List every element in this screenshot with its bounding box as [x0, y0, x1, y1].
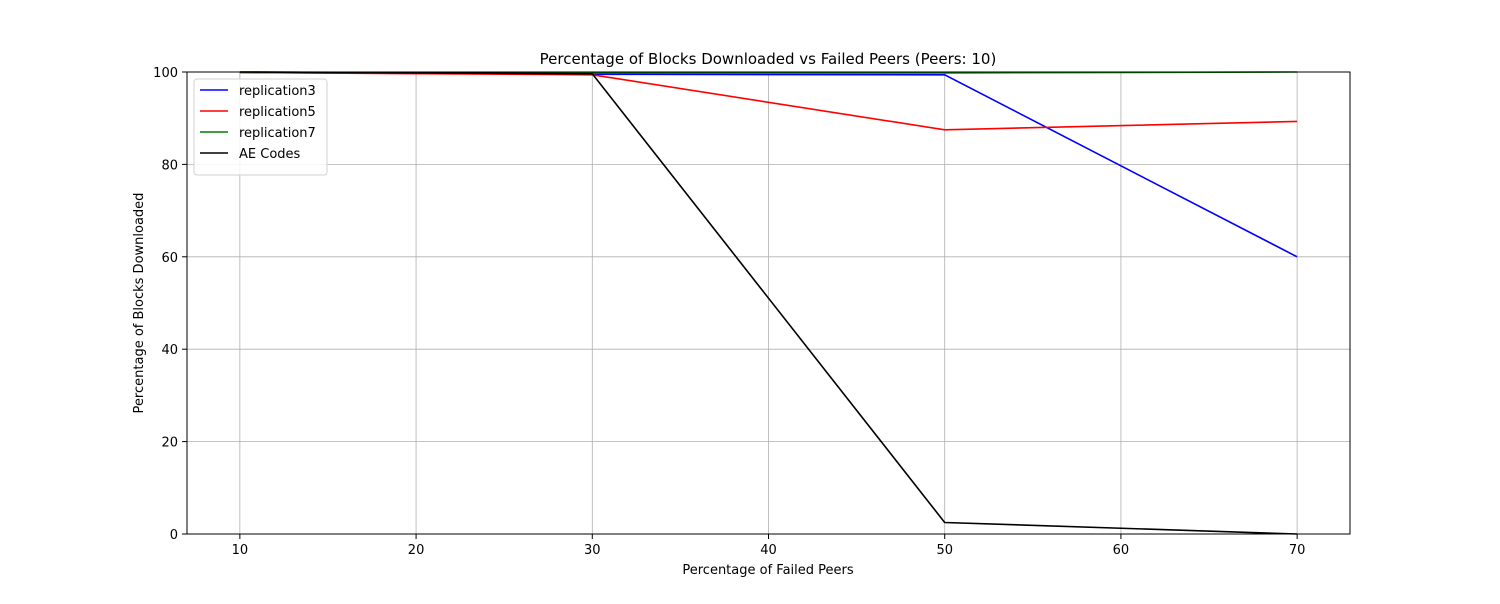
legend-box — [193, 78, 328, 176]
y-tick-label: 80 — [161, 158, 178, 173]
series-layer — [239, 71, 1298, 535]
legend: replication3 replication5 replication7 AE C… — [193, 78, 328, 176]
chart-title: Percentage of Blocks Downloaded vs Faile… — [540, 50, 997, 68]
y-tick-label: 40 — [161, 343, 178, 358]
x-tick-label: 40 — [760, 543, 777, 558]
x-tick-label: 30 — [584, 543, 601, 558]
tick-layer: 10 20 30 40 50 60 70 0 20 40 60 80 100 — [153, 66, 1305, 558]
y-tick-label: 20 — [161, 436, 178, 451]
y-tick-label: 0 — [170, 528, 178, 543]
legend-label-replication5: replication5 — [239, 105, 316, 120]
y-axis-label: Percentage of Blocks Downloaded — [132, 193, 147, 414]
series-line-ae-codes — [239, 71, 1298, 535]
y-tick-label: 100 — [153, 66, 178, 81]
x-tick-label: 70 — [1289, 543, 1306, 558]
x-axis-label: Percentage of Failed Peers — [682, 563, 853, 578]
legend-label-replication3: replication3 — [239, 84, 316, 99]
legend-label-replication7: replication7 — [239, 126, 316, 141]
y-tick-label: 60 — [161, 251, 178, 266]
grid-layer — [187, 71, 1350, 535]
x-tick-label: 60 — [1113, 543, 1130, 558]
legend-label-ae-codes: AE Codes — [239, 147, 301, 162]
x-tick-label: 50 — [936, 543, 953, 558]
x-tick-label: 10 — [232, 543, 249, 558]
x-tick-label: 20 — [408, 543, 425, 558]
